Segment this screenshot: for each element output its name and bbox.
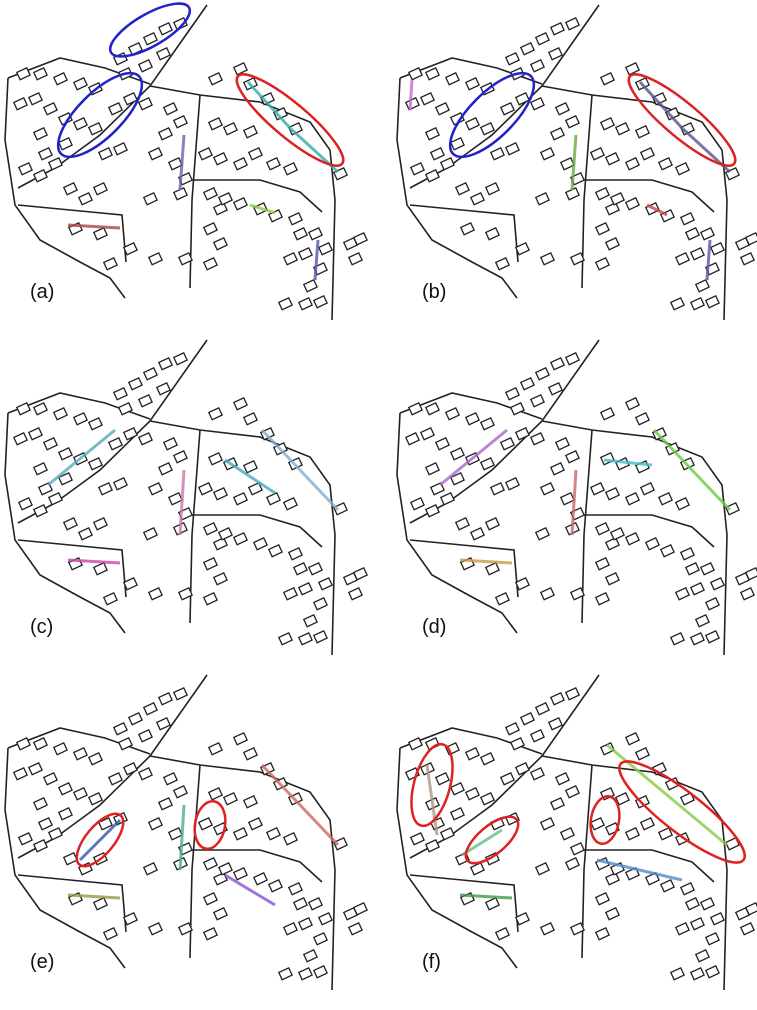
highlight [404, 740, 461, 830]
highlight [587, 794, 623, 846]
map [397, 340, 757, 655]
panel-label: (f) [422, 951, 441, 973]
map [5, 5, 367, 320]
map-panel: (b) [397, 5, 757, 320]
panel-label: (b) [422, 281, 446, 303]
figure: (a) (b) (c) (d) (e) (f) [0, 0, 757, 1010]
highlight [619, 63, 745, 176]
map-panel: (f) [397, 675, 757, 990]
map [397, 5, 757, 320]
route [410, 80, 412, 110]
route [48, 430, 115, 485]
panel-label: (d) [422, 616, 446, 638]
highlight [227, 63, 353, 176]
map-panel: (e) [5, 675, 367, 990]
route [462, 830, 502, 855]
panel-label: (c) [30, 616, 53, 638]
map-panel: (d) [397, 340, 757, 655]
map-panel: (a) [5, 0, 367, 320]
panel-label: (e) [30, 951, 54, 973]
panel-label: (a) [30, 281, 54, 303]
map [397, 675, 757, 990]
map-panel: (c) [5, 340, 367, 655]
map [5, 675, 367, 990]
highlight [608, 748, 756, 876]
highlight [103, 0, 197, 66]
map [5, 340, 367, 655]
route [440, 430, 507, 485]
